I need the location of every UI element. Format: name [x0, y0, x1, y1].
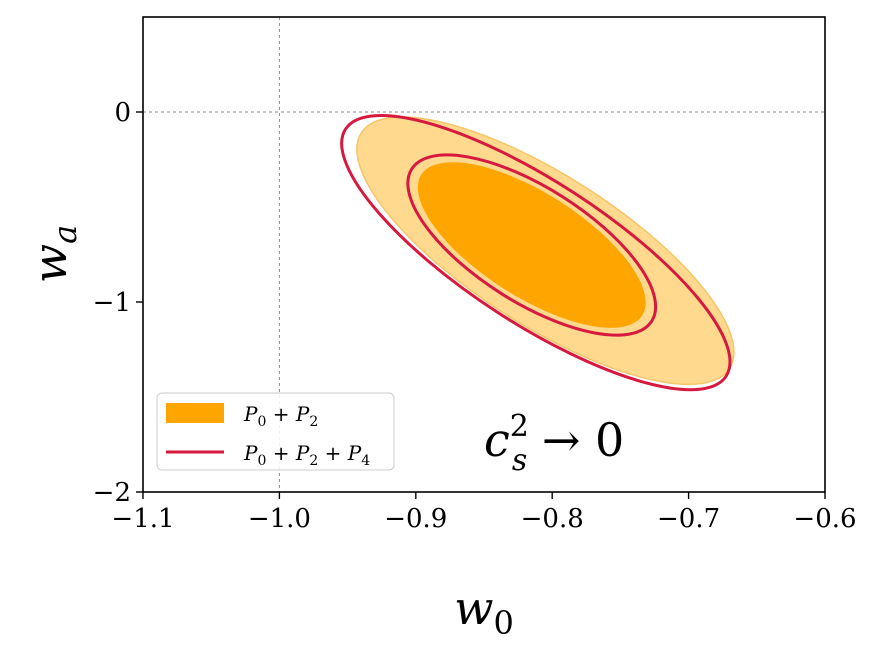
x-tick-label: −1.1: [111, 504, 174, 534]
x-tick-label: −0.8: [521, 504, 584, 534]
legend-swatch-p0-p2: [166, 403, 224, 423]
y-tick-label: −1: [93, 288, 131, 318]
x-tick-label: −0.6: [793, 504, 856, 534]
y-axis-label-sub: a: [46, 225, 84, 244]
legend-label-p0-p2: P0 + P2: [243, 402, 318, 430]
y-tick-label: −2: [93, 478, 131, 508]
x-axis-label: w0: [454, 581, 514, 642]
y-axis-label: wa: [23, 225, 84, 283]
x-axis-label-sub: 0: [494, 604, 514, 642]
annotation-sound-speed: c2 s → 0: [484, 409, 624, 478]
contour-p0-p2-p4-1sigma: [406, 153, 658, 337]
legend: P0 + P2 P0 + P2 + P4: [156, 392, 395, 471]
x-tick-label: −0.7: [657, 504, 720, 534]
x-tick-label: −0.9: [384, 504, 447, 534]
contour-p0-p2-1sigma: [417, 162, 646, 328]
plot-frame: [142, 16, 826, 493]
x-tick-label: −1.0: [248, 504, 311, 534]
contour-p0-p2-p4-2sigma: [340, 114, 732, 392]
legend-label-p0-p2-p4: P0 + P2 + P4: [243, 441, 370, 469]
y-tick-label: 0: [114, 98, 131, 128]
